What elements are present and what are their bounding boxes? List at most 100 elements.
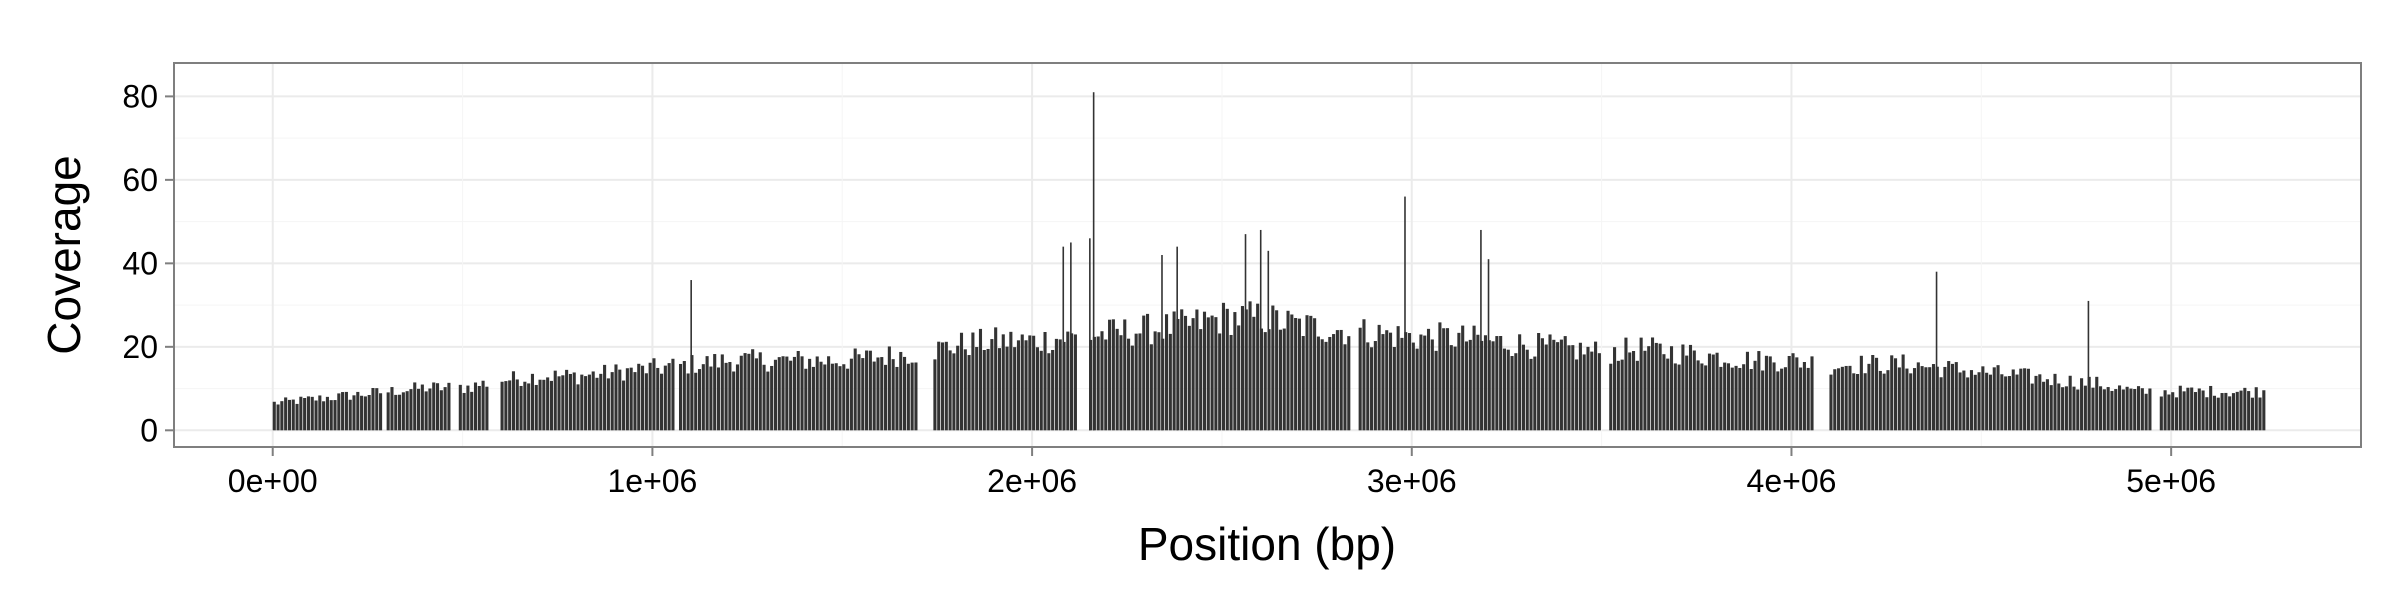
coverage-bar (1130, 345, 1134, 431)
coverage-bar (591, 371, 595, 431)
coverage-bar (796, 351, 800, 431)
coverage-bar (2178, 385, 2182, 431)
coverage-bar (1757, 351, 1761, 431)
coverage-peak-bar (1176, 246, 1178, 431)
coverage-bar (1666, 358, 1670, 431)
coverage-bar (295, 403, 299, 431)
coverage-bar (1476, 334, 1480, 431)
coverage-bar (1024, 340, 1028, 431)
coverage-bar (1867, 363, 1871, 431)
coverage-bar (2061, 387, 2065, 431)
coverage-bar (515, 379, 519, 431)
coverage-bar (477, 385, 481, 431)
coverage-bar (834, 363, 838, 431)
coverage-bar (2030, 383, 2034, 431)
coverage-bar (1499, 336, 1503, 431)
coverage-bar (1442, 328, 1446, 431)
coverage-bar (1791, 353, 1795, 431)
coverage-bar (1950, 363, 1955, 431)
coverage-bar (2045, 379, 2049, 431)
coverage-bar (967, 355, 971, 431)
coverage-bar (1590, 351, 1594, 431)
coverage-bar (2262, 390, 2266, 431)
coverage-bar (1278, 329, 1282, 431)
coverage-bar (1673, 363, 1677, 431)
plot-panel-border (173, 62, 2362, 448)
coverage-bar (1924, 367, 1928, 431)
coverage-bar (618, 369, 622, 431)
coverage-bar (1252, 316, 1256, 431)
coverage-bar (333, 400, 337, 431)
coverage-bar (2228, 396, 2232, 431)
coverage-bar (1164, 314, 1169, 431)
coverage-bar (633, 372, 637, 431)
coverage-bar (318, 395, 322, 431)
coverage-bar (1426, 328, 1431, 431)
coverage-bar (1104, 339, 1108, 431)
coverage-bar (899, 351, 903, 431)
coverage-bar (1696, 360, 1700, 431)
coverage-bar (272, 401, 276, 431)
coverage-bar (887, 346, 891, 431)
coverage-bar (530, 373, 535, 431)
coverage-bar (625, 368, 629, 431)
coverage-bar (375, 388, 379, 431)
coverage-bar (1783, 367, 1787, 431)
coverage-bar (1073, 334, 1077, 431)
coverage-bar (1149, 344, 1153, 431)
coverage-bar (1043, 331, 1047, 431)
coverage-bar (1559, 339, 1563, 431)
coverage-bar (660, 373, 664, 431)
coverage-bar (390, 387, 394, 431)
coverage-bar (1719, 366, 1723, 431)
coverage-bar (2231, 393, 2236, 431)
coverage-bar (1639, 337, 1643, 431)
coverage-bar (511, 371, 516, 431)
coverage-bar (1802, 362, 1806, 431)
coverage-bar (1313, 318, 1317, 431)
coverage-bar (458, 384, 462, 431)
coverage-bar (1468, 339, 1472, 431)
coverage-bar (667, 363, 671, 431)
coverage-bar (310, 396, 314, 431)
coverage-bar (1142, 315, 1146, 431)
coverage-bar (1685, 355, 1689, 431)
coverage-peak-bar (1259, 229, 1262, 431)
coverage-bar (1616, 360, 1620, 431)
coverage-bar (724, 362, 728, 431)
coverage-bar (386, 392, 390, 431)
coverage-bar (1020, 334, 1024, 431)
coverage-bar (800, 356, 804, 431)
coverage-bar (1316, 336, 1320, 431)
coverage-bar (1609, 363, 1613, 431)
coverage-bar (1423, 335, 1427, 431)
coverage-bar (1297, 318, 1301, 431)
coverage-bar (1882, 373, 1886, 431)
coverage-bar (1047, 353, 1051, 431)
coverage-bar (1973, 374, 1977, 431)
coverage-bar (652, 358, 656, 431)
coverage-bar (1009, 331, 1013, 431)
coverage-bar (986, 348, 990, 431)
coverage-bar (546, 377, 550, 431)
coverage-bar (754, 358, 759, 431)
coverage-bar (1518, 334, 1522, 431)
coverage-bar (773, 359, 778, 431)
coverage-bar (466, 385, 470, 431)
coverage-bar (1856, 374, 1860, 431)
coverage-bar (1343, 344, 1347, 431)
coverage-peak-bar (1161, 255, 1163, 431)
coverage-bar (1529, 358, 1533, 431)
coverage-bar (1848, 365, 1852, 431)
coverage-bar (842, 364, 846, 431)
coverage-bar (1461, 325, 1465, 431)
coverage-bar (982, 350, 986, 431)
coverage-bar (819, 361, 823, 431)
coverage-bar (701, 364, 705, 431)
coverage-bar (1214, 317, 1218, 431)
coverage-bar (656, 367, 660, 431)
coverage-bar (2068, 375, 2072, 431)
coverage-bar (2118, 385, 2122, 431)
coverage-bar (720, 354, 724, 431)
coverage-bar (2042, 381, 2046, 431)
